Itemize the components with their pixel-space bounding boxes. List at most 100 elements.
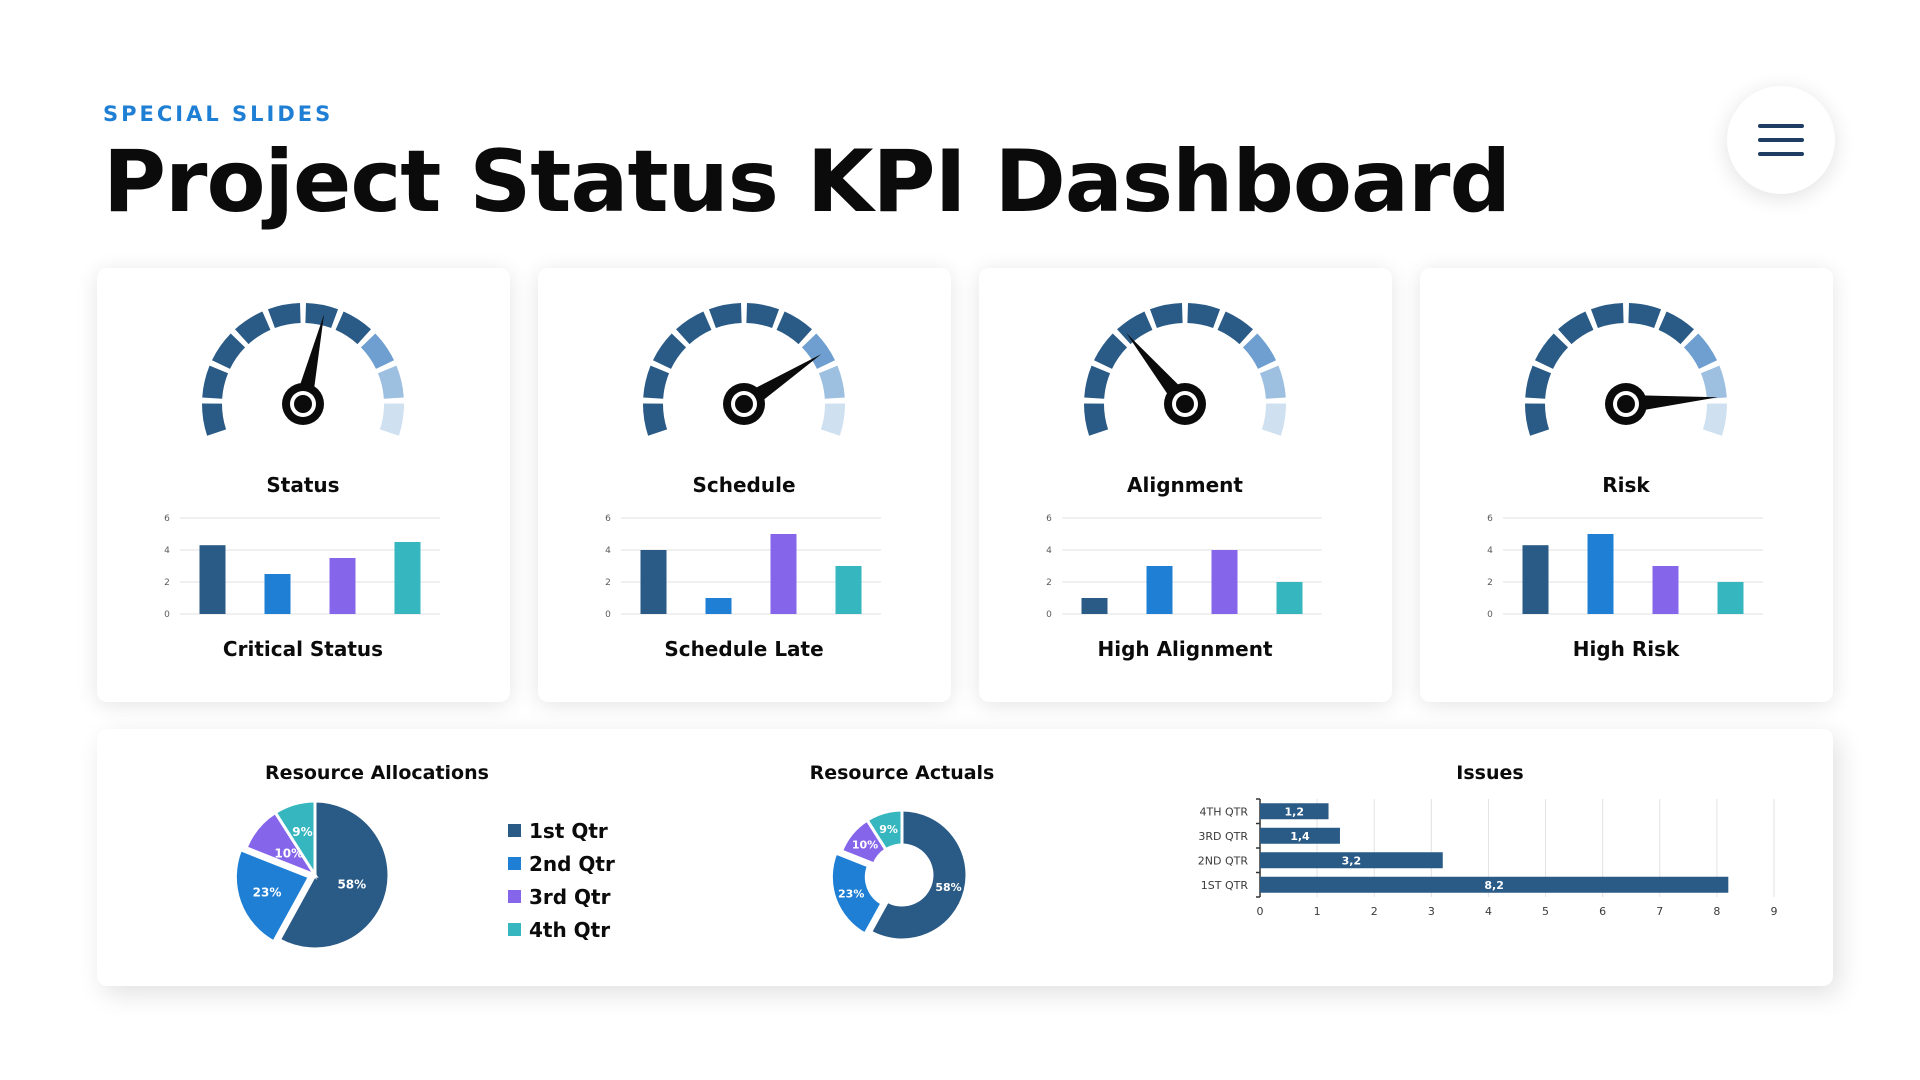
- bar: [1522, 545, 1549, 614]
- pie-slice-label: 10%: [852, 838, 878, 851]
- legend-label: 2nd Qtr: [529, 851, 615, 876]
- gauge-segment: [202, 365, 229, 400]
- legend-label: 3rd Qtr: [529, 884, 611, 909]
- pie-slice-label: 23%: [838, 887, 864, 900]
- gauge-segment: [335, 311, 371, 345]
- bar: [394, 542, 421, 614]
- bar: [1587, 534, 1614, 614]
- section-eyebrow: SPECIAL SLIDES: [103, 102, 334, 126]
- bar: [329, 558, 356, 614]
- gauge-segment: [652, 333, 687, 370]
- issues-bar-label: 1,4: [1290, 830, 1310, 843]
- gauge-segment: [1658, 311, 1694, 345]
- gauge-segment: [1261, 403, 1287, 436]
- gauge-segment: [1702, 403, 1728, 436]
- issues-bar-label: 3,2: [1342, 854, 1362, 867]
- gauge-label: Alignment: [1127, 473, 1243, 497]
- gauge-needle: [1625, 395, 1718, 413]
- gauge-needle-hub-center: [1176, 395, 1194, 413]
- hamburger-menu-button[interactable]: [1727, 86, 1835, 194]
- bar-y-tick-label: 0: [1487, 610, 1493, 620]
- bar-y-tick-label: 4: [1046, 546, 1052, 556]
- bar: [770, 534, 797, 614]
- bar-y-tick-label: 4: [605, 546, 611, 556]
- gauge-segment: [1242, 333, 1277, 370]
- issues-x-tick-label: 0: [1257, 905, 1264, 918]
- gauge-segment: [801, 333, 836, 370]
- gauge-segment: [1187, 303, 1221, 329]
- gauge-label: Risk: [1602, 473, 1650, 497]
- legend-swatch: [508, 890, 521, 903]
- issues-bar-label: 1,2: [1285, 805, 1305, 818]
- pie-slice-label: 9%: [879, 823, 898, 836]
- bar-y-tick-label: 0: [1046, 610, 1052, 620]
- bar-y-tick-label: 2: [1487, 578, 1493, 588]
- issues-bar: [1260, 827, 1340, 844]
- bar: [264, 574, 291, 614]
- bar: [705, 598, 732, 614]
- bar: [1717, 582, 1744, 614]
- gauge-segment: [305, 303, 339, 329]
- bar-chart-label: Schedule Late: [664, 637, 823, 661]
- gauge-label: Status: [266, 473, 339, 497]
- resources-issues-svg: Resource Allocations 58% 23% 10%9% Resource …: [233, 762, 1778, 951]
- gauge-segment: [1149, 303, 1183, 329]
- pie-slice-label: 58%: [337, 877, 366, 891]
- issues-x-tick-label: 1: [1314, 905, 1321, 918]
- gauge-segment: [776, 311, 812, 345]
- bar-y-tick-label: 0: [164, 610, 170, 620]
- gauge-segment: [379, 403, 405, 436]
- issues-bar: [1260, 876, 1729, 893]
- issues-x-tick-label: 2: [1371, 905, 1378, 918]
- bar: [1652, 566, 1679, 614]
- gauge-segment: [1534, 333, 1569, 370]
- pie-slice: [868, 808, 969, 942]
- hamburger-menu-icon: [1758, 124, 1804, 128]
- issues-x-tick-label: 7: [1656, 905, 1663, 918]
- resource-allocations-title: Resource Allocations: [265, 762, 489, 784]
- gauge-segment: [1558, 311, 1594, 345]
- bar: [835, 566, 862, 614]
- kpi-card-alignment: Alignment 0 2 4 6 High Alignment: [979, 268, 1392, 702]
- gauge-segment: [377, 365, 404, 400]
- bar-y-tick-label: 6: [1487, 514, 1493, 524]
- pie-slice: [233, 847, 312, 944]
- legend-swatch: [508, 857, 521, 870]
- gauge-segment: [708, 303, 742, 329]
- gauge-segment: [267, 303, 301, 329]
- gauge-needle-hub-center: [735, 395, 753, 413]
- pie-slice-label: 58%: [935, 881, 961, 894]
- gauge-needle-hub-center: [1617, 395, 1635, 413]
- gauge-segment: [818, 365, 845, 400]
- gauge-needle-hub-center: [294, 395, 312, 413]
- resource-actuals-title: Resource Actuals: [810, 762, 995, 784]
- bar: [1276, 582, 1303, 614]
- gauge-segment: [643, 365, 670, 400]
- gauge-segment: [360, 333, 395, 370]
- issues-category-label: 3RD QTR: [1198, 830, 1248, 843]
- legend-swatch: [508, 824, 521, 837]
- gauge-segment: [201, 403, 227, 436]
- gauge-segment: [642, 403, 668, 436]
- issues-title: Issues: [1456, 762, 1523, 784]
- legend-label: 1st Qtr: [529, 818, 608, 843]
- gauge-segment: [1683, 333, 1718, 370]
- resource-legend: 1st Qtr 2nd Qtr 3rd Qtr 4th Qtr: [508, 814, 615, 946]
- bar-y-tick-label: 0: [605, 610, 611, 620]
- gauge-segment: [820, 403, 846, 436]
- pie-slice: [829, 851, 884, 937]
- bar-chart-label: High Alignment: [1097, 637, 1272, 661]
- bar-y-tick-label: 2: [164, 578, 170, 588]
- gauge-segment: [1590, 303, 1624, 329]
- gauge-segment: [1524, 403, 1550, 436]
- kpi-card-schedule: Schedule 0 2 4 6 Schedule Late: [538, 268, 951, 702]
- issues-bar-label: 8,2: [1484, 879, 1504, 892]
- bar-y-tick-label: 2: [1046, 578, 1052, 588]
- gauge-segment: [1217, 311, 1253, 345]
- gauge-segment: [746, 303, 780, 329]
- bar-y-tick-label: 6: [605, 514, 611, 524]
- gauge-segment: [1700, 365, 1727, 400]
- issues-x-tick-label: 8: [1713, 905, 1720, 918]
- kpi-card-risk: Risk 0 2 4 6 High Risk: [1420, 268, 1833, 702]
- gauge-segment: [235, 311, 271, 345]
